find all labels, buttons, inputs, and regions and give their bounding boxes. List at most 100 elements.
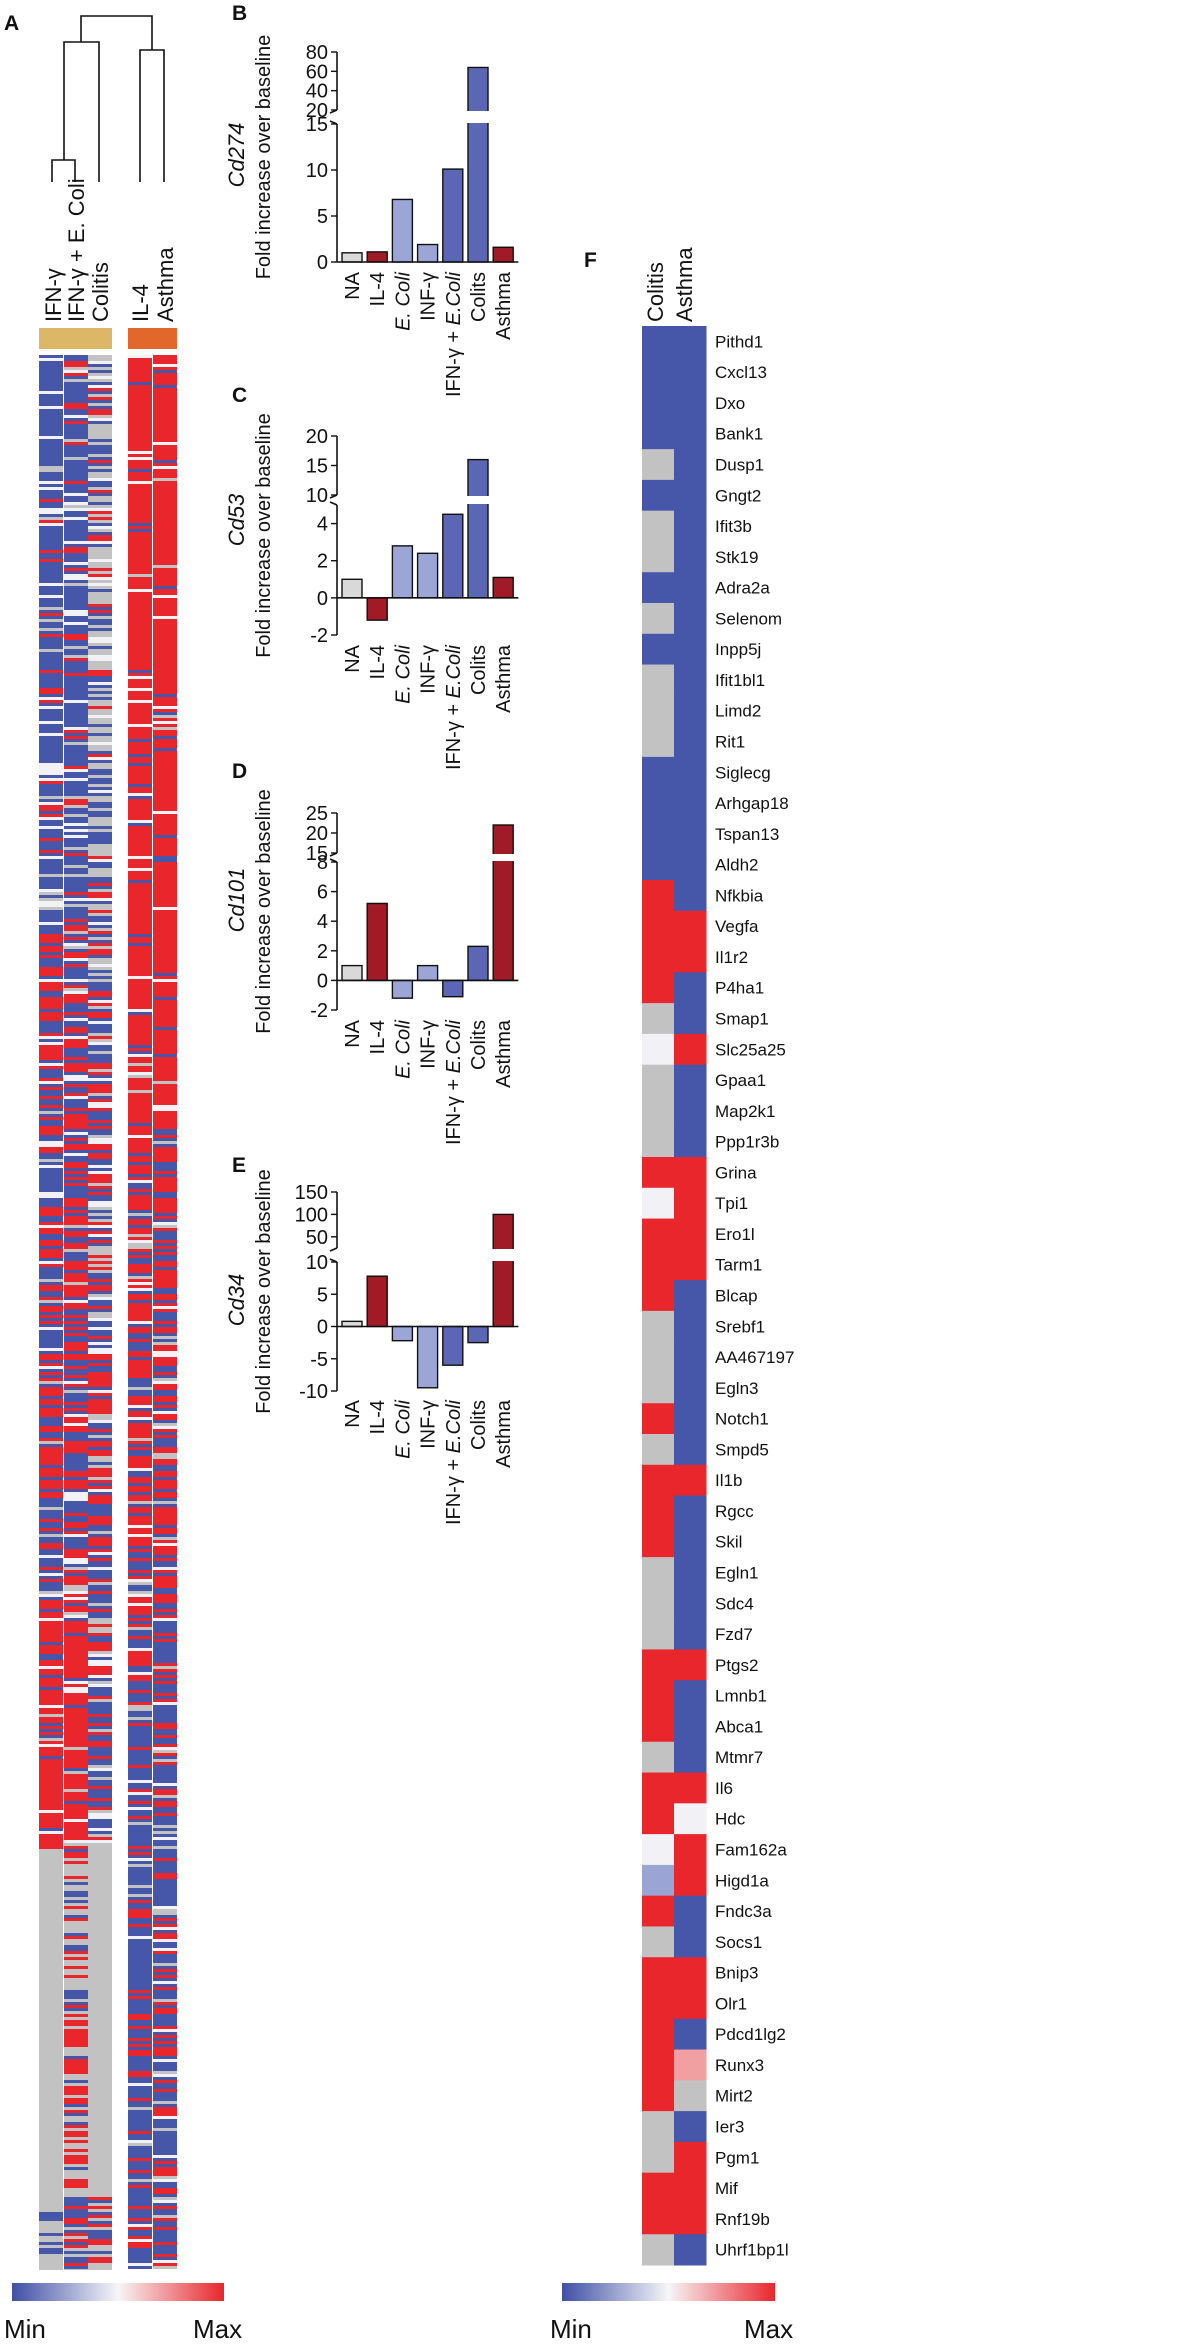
heatmap-a-cell — [153, 1336, 177, 1339]
heatmap-a-cell — [153, 1228, 177, 1231]
heatmap-a-cell — [153, 658, 177, 661]
heatmap-a-cell — [128, 418, 152, 421]
heatmap-a-cell — [153, 631, 177, 634]
heatmap-a-cell — [128, 1441, 152, 1444]
heatmap-a-cell — [39, 703, 63, 706]
heatmap-a-cell — [88, 511, 112, 514]
heatmap-a-cell — [88, 1735, 112, 1738]
heatmap-a-cell — [153, 2002, 177, 2005]
heatmap-a-cell — [128, 1201, 152, 1204]
heatmap-a-cell — [128, 1954, 152, 1957]
heatmap-a-cell — [128, 1435, 152, 1438]
heatmap-f-cell — [642, 972, 675, 1004]
heatmap-a-cell — [153, 853, 177, 856]
heatmap-a-cell — [64, 901, 88, 904]
heatmap-a-cell — [39, 1636, 63, 1639]
heatmap-a-cell — [88, 1567, 112, 1570]
heatmap-a-cell — [39, 802, 63, 805]
heatmap-a-cell — [153, 1126, 177, 1129]
heatmap-a-cell — [128, 1882, 152, 1885]
heatmap-a-cell — [64, 1693, 88, 1696]
heatmap-a-cell — [88, 1825, 112, 1828]
column-label-il4: IL-4 — [128, 284, 153, 322]
heatmap-a-cell — [153, 466, 177, 469]
heatmap-a-cell — [153, 862, 177, 865]
heatmap-a-cell — [39, 1603, 63, 1606]
heatmap-a-cell — [128, 1870, 152, 1873]
heatmap-a-cell — [128, 2137, 152, 2140]
heatmap-a-cell — [64, 1822, 88, 1825]
heatmap-a-cell — [153, 1123, 177, 1126]
gene-label: Stk19 — [715, 548, 758, 567]
heatmap-a-cell — [128, 1861, 152, 1864]
heatmap-a-cell — [128, 1756, 152, 1759]
heatmap-a-cell — [64, 1336, 88, 1339]
heatmap-a-cell — [153, 1678, 177, 1681]
heatmap-a-cell — [128, 2080, 152, 2083]
heatmap-a-cell — [153, 1030, 177, 1033]
heatmap-a-cell — [39, 1789, 63, 1792]
heatmap-a-cell — [153, 2146, 177, 2149]
heatmap-a-cell — [88, 523, 112, 526]
heatmap-a-cell — [39, 1372, 63, 1375]
heatmap-a-cell — [153, 388, 177, 391]
heatmap-f-cell — [674, 1434, 707, 1466]
heatmap-a-cell — [88, 994, 112, 997]
heatmap-a-cell — [153, 1564, 177, 1567]
heatmap-a-cell — [88, 1345, 112, 1348]
heatmap-a-cell — [153, 1843, 177, 1846]
heatmap-f-cell — [674, 1403, 707, 1435]
heatmap-a-cell — [88, 1243, 112, 1246]
heatmap-a-cell — [39, 604, 63, 607]
heatmap-a-cell — [39, 421, 63, 424]
heatmap-a-cell — [128, 715, 152, 718]
y-tick-label: 20 — [306, 100, 328, 122]
heatmap-a-cell — [128, 1687, 152, 1690]
heatmap-a-cell — [39, 1483, 63, 1486]
heatmap-a-cell — [153, 475, 177, 478]
heatmap-a-cell — [39, 1489, 63, 1492]
heatmap-a-cell — [64, 1429, 88, 1432]
heatmap-a-cell — [153, 1852, 177, 1855]
heatmap-a-cell — [64, 838, 88, 841]
heatmap-a-cell — [39, 1564, 63, 1567]
heatmap-a-cell — [39, 1318, 63, 1321]
heatmap-a-cell — [128, 1207, 152, 1210]
heatmap-a-cell — [39, 460, 63, 463]
heatmap-a-cell — [88, 1393, 112, 1396]
heatmap-a-cell — [153, 1711, 177, 1714]
heatmap-a-cell — [39, 1495, 63, 1498]
heatmap-a-cell — [128, 544, 152, 547]
heatmap-a-cell — [88, 1321, 112, 1324]
heatmap-f-cell — [642, 910, 675, 943]
heatmap-a-cell — [39, 457, 63, 460]
heatmap-a-cell — [64, 1405, 88, 1408]
heatmap-a-cell — [128, 2047, 152, 2050]
heatmap-a-cell — [128, 1369, 152, 1372]
heatmap-a-cell — [128, 1468, 152, 1471]
heatmap-a-cell — [39, 1771, 63, 1774]
heatmap-a-cell — [128, 1162, 152, 1165]
heatmap-a-cell — [64, 1243, 88, 1246]
heatmap-a-cell — [128, 496, 152, 499]
heatmap-a-cell — [88, 742, 112, 745]
heatmap-a-cell — [64, 586, 88, 589]
heatmap-a-cell — [128, 1183, 152, 1186]
heatmap-a-cell — [153, 1648, 177, 1651]
heatmap-a-cell — [153, 1165, 177, 1168]
heatmap-a-cell — [64, 523, 88, 526]
heatmap-a-cell — [153, 2119, 177, 2122]
heatmap-a-cell — [39, 1240, 63, 1243]
heatmap-a-cell — [88, 1720, 112, 1723]
heatmap-a-cell — [128, 382, 152, 385]
heatmap-a-cell — [88, 1195, 112, 1198]
heatmap-a-cell — [64, 997, 88, 1000]
heatmap-a-cell — [39, 964, 63, 967]
heatmap-a-cell — [64, 1798, 88, 1801]
heatmap-a-cell — [153, 2107, 177, 2110]
heatmap-a-cell — [128, 355, 152, 358]
heatmap-a-cell — [88, 1438, 112, 1441]
heatmap-a-cell — [153, 1864, 177, 1867]
heatmap-a-cell — [128, 1036, 152, 1039]
heatmap-a-cell — [153, 1558, 177, 1561]
